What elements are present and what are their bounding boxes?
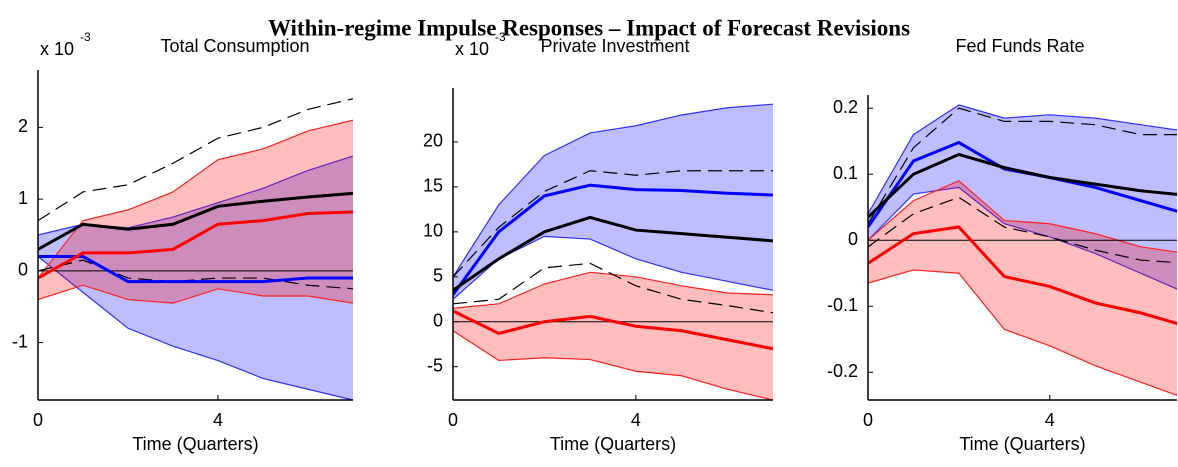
x-tick-label: 4 <box>631 410 641 430</box>
band-upper-edge <box>868 104 1177 215</box>
dashed-line <box>38 259 353 290</box>
panel-title: Total Consumption <box>160 36 309 56</box>
series-line <box>38 210 353 280</box>
band-area <box>453 104 773 300</box>
band-upper-edge <box>868 180 1177 253</box>
x-tick-label: 0 <box>863 410 873 430</box>
band-area <box>868 104 1177 290</box>
band-area <box>868 180 1177 396</box>
y-tick-label: 0.2 <box>833 97 858 117</box>
x-tick-label: 0 <box>448 410 458 430</box>
band-lower-edge <box>868 269 1177 397</box>
y-tick-label: -5 <box>427 355 443 375</box>
band-lower-edge <box>38 256 353 401</box>
x-tick-label: 4 <box>213 410 223 430</box>
series-line <box>868 152 1177 219</box>
series-line <box>868 225 1177 325</box>
band-upper-edge <box>453 103 773 278</box>
y-scale-exponent: -3 <box>495 30 506 44</box>
figure-title: Within-regime Impulse Responses – Impact… <box>268 15 910 40</box>
y-tick-label: 0 <box>848 229 858 249</box>
y-tick-label: 0 <box>433 311 443 331</box>
y-scale-exponent: -3 <box>80 30 91 44</box>
band-lower-edge <box>38 284 353 304</box>
y-tick-label: 1 <box>18 188 28 208</box>
series-line <box>453 183 773 296</box>
dashed-line <box>453 170 773 278</box>
series-line <box>38 191 353 251</box>
band-lower-edge <box>868 186 1177 290</box>
band-upper-edge <box>38 119 353 279</box>
y-scale-base: x 10 <box>455 39 489 59</box>
panel-title: Private Investment <box>540 36 689 56</box>
x-tick-label: 0 <box>33 410 43 430</box>
plot-area <box>453 103 773 401</box>
dashed-line <box>38 98 353 222</box>
band-area <box>453 272 773 400</box>
y-tick-label: 2 <box>18 116 28 136</box>
y-tick-label: 15 <box>423 176 443 196</box>
x-axis-label: Time (Quarters) <box>132 434 258 454</box>
x-axis-label: Time (Quarters) <box>550 434 676 454</box>
band-area <box>38 120 353 304</box>
y-tick-label: 5 <box>433 266 443 286</box>
y-tick-label: 0 <box>18 260 28 280</box>
y-tick-label: 20 <box>423 131 443 151</box>
dashed-line <box>453 262 773 314</box>
panel-title: Fed Funds Rate <box>955 36 1084 56</box>
y-tick-label: -0.1 <box>827 295 858 315</box>
x-axis-label: Time (Quarters) <box>959 434 1085 454</box>
plot-area <box>38 98 353 401</box>
y-tick-label: 10 <box>423 221 443 241</box>
y-tick-label: 0.1 <box>833 163 858 183</box>
band-lower-edge <box>453 330 773 401</box>
y-tick-label: -1 <box>12 331 28 351</box>
x-tick-label: 4 <box>1045 410 1055 430</box>
dashed-line <box>868 107 1177 225</box>
series-line <box>38 255 353 284</box>
series-line <box>453 215 773 292</box>
series-line <box>453 309 773 351</box>
y-tick-label: -0.2 <box>827 361 858 381</box>
plot-area <box>868 104 1177 397</box>
band-area <box>38 156 353 400</box>
dashed-line <box>868 196 1177 264</box>
y-scale-base: x 10 <box>40 39 74 59</box>
